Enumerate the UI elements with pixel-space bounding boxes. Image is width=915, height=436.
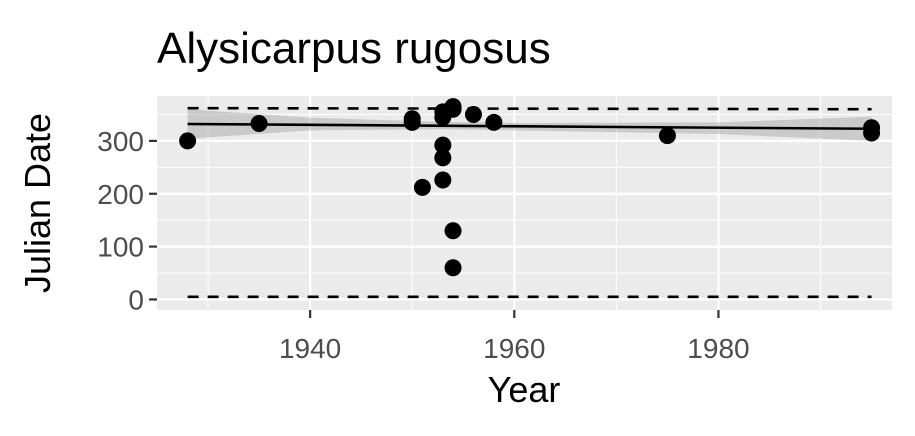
- data-point: [485, 113, 503, 131]
- data-points-group: [179, 98, 881, 277]
- data-point: [444, 222, 462, 240]
- minor-gridlines: [157, 96, 892, 310]
- confidence-band: [187, 109, 872, 141]
- data-point: [464, 105, 482, 123]
- x-axis-title: Year: [488, 369, 561, 410]
- y-axis-title: Julian Date: [17, 113, 58, 293]
- y-tick-label: 0: [128, 284, 144, 315]
- x-tick-labels: 1940 1960 1980: [279, 333, 750, 364]
- upper-dashed-line: [187, 106, 872, 111]
- data-point: [434, 149, 452, 167]
- data-point: [403, 110, 421, 128]
- plot-panel: [157, 96, 892, 310]
- trend-line: [187, 122, 872, 131]
- data-point: [863, 124, 881, 142]
- data-point: [250, 114, 268, 132]
- y-tick-labels: 0 100 200 300: [97, 126, 144, 316]
- y-tick-label: 100: [97, 232, 144, 263]
- x-tick-label: 1980: [687, 333, 749, 364]
- data-point: [434, 171, 452, 189]
- data-point: [658, 127, 676, 145]
- axis-ticks: [149, 139, 720, 318]
- trend-line-group: [187, 122, 872, 131]
- data-point: [179, 132, 197, 150]
- data-point: [444, 98, 462, 116]
- y-tick-label: 300: [97, 126, 144, 157]
- y-tick-label: 200: [97, 179, 144, 210]
- major-gridlines: [157, 96, 892, 310]
- chart-title: Alysicarpus rugosus: [157, 24, 551, 73]
- reference-lines-group: [187, 106, 872, 299]
- x-tick-label: 1960: [483, 333, 545, 364]
- data-point: [444, 259, 462, 277]
- x-tick-label: 1940: [279, 333, 341, 364]
- data-point: [413, 178, 431, 196]
- confidence-band-group: [187, 109, 872, 141]
- data-point: [434, 136, 452, 154]
